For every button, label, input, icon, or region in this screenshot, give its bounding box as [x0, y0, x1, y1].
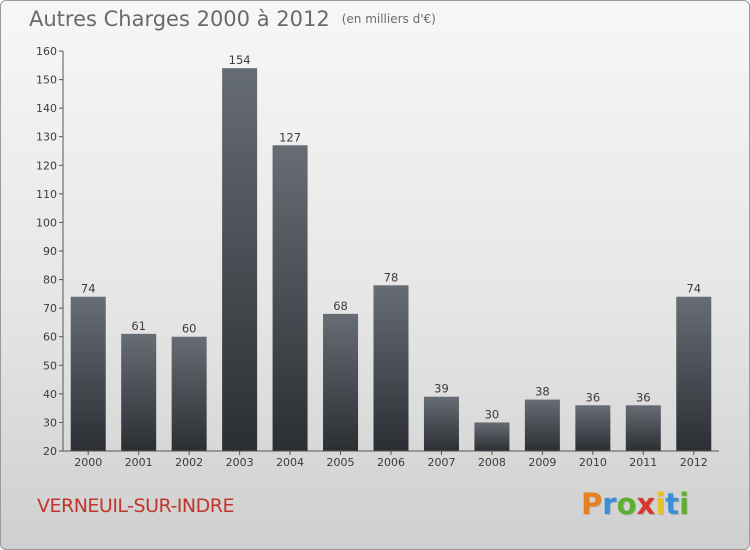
logo-letter: r	[602, 487, 617, 521]
x-tick-label: 2012	[680, 456, 708, 469]
y-tick-label: 30	[43, 416, 57, 429]
x-axis: 2000 2001 2002 2003 2004 2005 2006 2007 2008 2009…	[63, 450, 719, 469]
y-tick-label: 100	[36, 216, 57, 229]
bar-2001	[121, 333, 157, 451]
y-tick-label: 50	[43, 359, 57, 372]
x-tick-label: 2009	[528, 456, 556, 469]
chart-title-text: Autres Charges 2000 à 2012	[29, 7, 330, 31]
y-tick-label: 130	[36, 131, 57, 144]
bar-2009	[524, 399, 560, 451]
logo-letter: i	[679, 487, 690, 521]
bar-value-label: 36	[586, 390, 601, 404]
bar-value-label: 74	[686, 282, 701, 296]
bar-2003	[222, 68, 258, 452]
bar-2002	[171, 336, 207, 451]
x-tick-label: 2002	[175, 456, 203, 469]
x-tick-label: 2001	[125, 456, 153, 469]
bar-value-label: 127	[279, 130, 301, 144]
logo-letter: i	[655, 487, 666, 521]
x-tick-label: 2008	[478, 456, 506, 469]
bar-2004	[272, 145, 308, 452]
bar-value-label: 60	[182, 322, 197, 336]
y-tick-label: 20	[43, 445, 57, 458]
bar-2006	[373, 285, 409, 451]
y-axis: 20 30 40 50 60 70 80 90 100 110 120 130 140 150 160	[36, 45, 64, 458]
bar-value-label: 38	[535, 385, 550, 399]
bars: 74 61 60 154 127 68 78 39 30 38 36 36 74	[70, 53, 712, 452]
y-tick-label: 120	[36, 159, 57, 172]
bar-2008	[474, 422, 510, 451]
y-tick-label: 140	[36, 102, 57, 115]
bar-2012	[676, 296, 712, 451]
bar-2010	[575, 405, 611, 451]
commune-name: VERNEUIL-SUR-INDRE	[37, 495, 234, 517]
x-tick-label: 2007	[427, 456, 455, 469]
bar-2007	[423, 396, 459, 451]
y-tick-label: 40	[43, 388, 57, 401]
y-tick-label: 110	[36, 188, 57, 201]
bar-value-label: 154	[229, 53, 251, 67]
x-tick-label: 2004	[276, 456, 304, 469]
x-tick-label: 2006	[377, 456, 405, 469]
y-tick-label: 60	[43, 331, 57, 344]
bar-value-label: 36	[636, 390, 651, 404]
y-tick-label: 150	[36, 74, 57, 87]
x-tick-label: 2005	[327, 456, 355, 469]
bar-value-label: 39	[434, 382, 449, 396]
y-tick-label: 80	[43, 274, 57, 287]
chart-subtitle: (en milliers d'€)	[341, 12, 436, 26]
bar-2005	[323, 313, 359, 451]
bar-value-label: 74	[81, 282, 96, 296]
logo-letter: t	[665, 487, 680, 521]
bar-2011	[625, 405, 661, 451]
bar-value-label: 30	[485, 407, 500, 421]
proxiti-logo[interactable]: Proxiti	[581, 487, 689, 521]
bar-value-label: 78	[384, 270, 399, 284]
x-tick-label: 2000	[74, 456, 102, 469]
bar-value-label: 61	[131, 319, 146, 333]
y-tick-label: 90	[43, 245, 57, 258]
bar-value-label: 68	[333, 299, 348, 313]
y-tick-label: 70	[43, 302, 57, 315]
y-tick-label: 160	[36, 45, 57, 58]
logo-letter: P	[581, 487, 603, 521]
logo-letter: o	[616, 487, 637, 521]
x-tick-label: 2010	[579, 456, 607, 469]
logo-letter: x	[636, 487, 656, 521]
chart-title: Autres Charges 2000 à 2012 (en milliers d…	[29, 7, 436, 31]
x-tick-label: 2003	[226, 456, 254, 469]
x-tick-label: 2011	[629, 456, 657, 469]
bar-2000	[70, 296, 106, 451]
